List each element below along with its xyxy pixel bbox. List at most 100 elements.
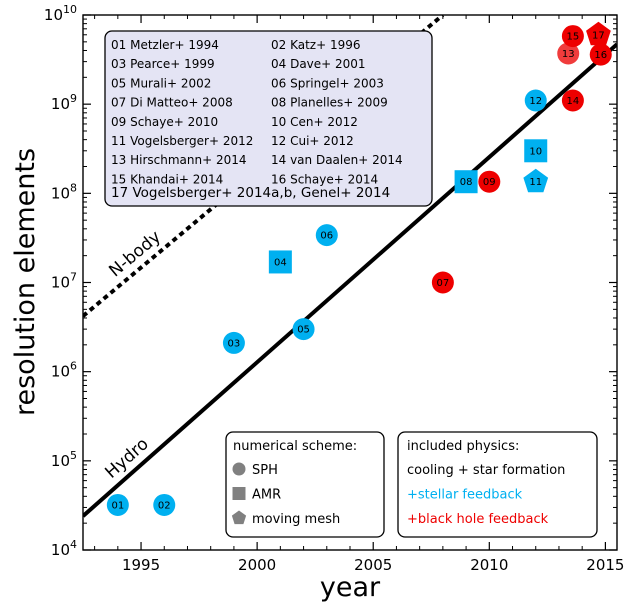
point-03: 03 [222, 331, 245, 354]
x-tick-label: 2000 [238, 556, 276, 574]
included-physics-legend: included physics: cooling + star formatio… [397, 431, 598, 538]
point-06: 06 [315, 224, 338, 247]
y-tick-label: 1010 [44, 3, 77, 24]
point-label: 04 [274, 257, 287, 268]
point-marker [589, 43, 612, 66]
point-marker [292, 318, 315, 341]
data-points: 01 02 03 04 05 06 07 08 09 10 11 12 13 14 15 16 17 [106, 21, 612, 516]
scheme-legend-label: SPH [252, 463, 278, 478]
point-label: 06 [320, 231, 333, 242]
hydro-line [83, 42, 617, 518]
reference-entry: 02 Katz+ 1996 [271, 38, 361, 52]
reference-entry: 15 Khandai+ 2014 [111, 172, 223, 186]
point-marker [478, 170, 501, 193]
point-08: 08 [454, 170, 478, 194]
point-label: 10 [529, 146, 542, 157]
y-tick-label: 107 [51, 271, 77, 292]
reference-entry: 08 Planelles+ 2009 [271, 96, 388, 110]
square-legend-icon [232, 487, 246, 500]
point-marker [106, 493, 129, 516]
point-label: 16 [594, 50, 607, 61]
scheme-legend-label: AMR [252, 488, 281, 503]
point-12: 12 [524, 89, 547, 112]
y-tick-label: 104 [51, 538, 77, 559]
reference-legend-box [104, 30, 433, 207]
physics-legend-title: included physics: [407, 439, 519, 454]
point-label: 11 [529, 177, 542, 188]
reference-legend: 01 Metzler+ 1994 02 Katz+ 1996 03 Pearce+ … [104, 30, 433, 207]
point-04: 04 [268, 250, 292, 274]
point-marker [315, 224, 338, 247]
reference-entry: 09 Schaye+ 2010 [111, 115, 218, 129]
point-17: 17 [586, 21, 611, 46]
point-label: 17 [592, 30, 605, 41]
point-label: 01 [111, 500, 124, 511]
reference-entry: 01 Metzler+ 1994 [111, 38, 219, 52]
point-label: 07 [437, 278, 450, 289]
circle-legend-icon [232, 462, 246, 476]
reference-entry: 12 Cui+ 2012 [271, 134, 354, 148]
point-11: 11 [523, 168, 549, 193]
point-marker [523, 168, 549, 193]
x-axis-label: year [320, 572, 381, 603]
point-16: 16 [589, 43, 612, 66]
point-15: 15 [561, 25, 584, 48]
point-02: 02 [153, 493, 176, 516]
reference-entry: 10 Cen+ 2012 [271, 115, 358, 129]
pentagon-legend-icon [231, 510, 247, 525]
point-13: 13 [557, 42, 580, 65]
point-label: 15 [567, 32, 580, 43]
point-label: 08 [460, 177, 473, 188]
numerical-scheme-legend: numerical scheme: SPH AMR moving mesh [225, 431, 385, 538]
scheme-legend-box [225, 431, 385, 538]
physics-legend-box [397, 431, 598, 538]
reference-entry: 16 Schaye+ 2014 [271, 172, 378, 186]
reference-entry: 04 Dave+ 2001 [271, 57, 366, 71]
axes: 1995 2000 2005 2010 2015 104 105 106 107 108 109 10… [44, 3, 625, 574]
reference-entry-17: 17 Vogelsberger+ 2014a,b, Genel+ 2014 [111, 185, 390, 201]
point-marker [454, 170, 478, 194]
physics-legend-item: +stellar feedback [407, 488, 523, 503]
point-marker [524, 89, 547, 112]
point-14: 14 [561, 89, 584, 112]
point-label: 14 [567, 96, 580, 107]
point-marker [524, 139, 548, 163]
point-marker [431, 271, 454, 294]
point-label: 13 [562, 49, 575, 60]
reference-entry: 13 Hirschmann+ 2014 [111, 153, 247, 167]
y-tick-label: 109 [51, 92, 77, 113]
x-tick-label: 2015 [586, 556, 624, 574]
scheme-legend-label: moving mesh [252, 512, 340, 527]
x-tick-label: 2005 [354, 556, 392, 574]
point-marker [268, 250, 292, 274]
reference-entry: 07 Di Matteo+ 2008 [111, 96, 233, 110]
y-tick-label: 108 [51, 181, 77, 202]
point-marker [561, 25, 584, 48]
physics-legend-item: cooling + star formation [407, 463, 565, 478]
point-01: 01 [106, 493, 129, 516]
x-tick-label: 1995 [122, 556, 160, 574]
point-marker [222, 331, 245, 354]
point-label: 09 [483, 177, 496, 188]
reference-entry: 05 Murali+ 2002 [111, 76, 211, 90]
point-label: 05 [297, 325, 310, 336]
point-09: 09 [478, 170, 501, 193]
point-marker [557, 42, 580, 65]
point-marker [561, 89, 584, 112]
scheme-legend-title: numerical scheme: [233, 439, 357, 454]
point-marker [586, 21, 611, 46]
physics-legend-item: +black hole feedback [407, 512, 549, 527]
reference-entry: 06 Springel+ 2003 [271, 76, 384, 90]
y-tick-label: 105 [51, 449, 77, 470]
y-axis-label: resolution elements [10, 148, 41, 416]
y-tick-label: 106 [51, 360, 77, 381]
reference-entry: 03 Pearce+ 1999 [111, 57, 215, 71]
reference-entry: 14 van Daalen+ 2014 [271, 153, 403, 167]
x-tick-label: 2010 [470, 556, 508, 574]
point-07: 07 [431, 271, 454, 294]
point-10: 10 [524, 139, 548, 163]
point-marker [153, 493, 176, 516]
point-label: 12 [529, 96, 542, 107]
